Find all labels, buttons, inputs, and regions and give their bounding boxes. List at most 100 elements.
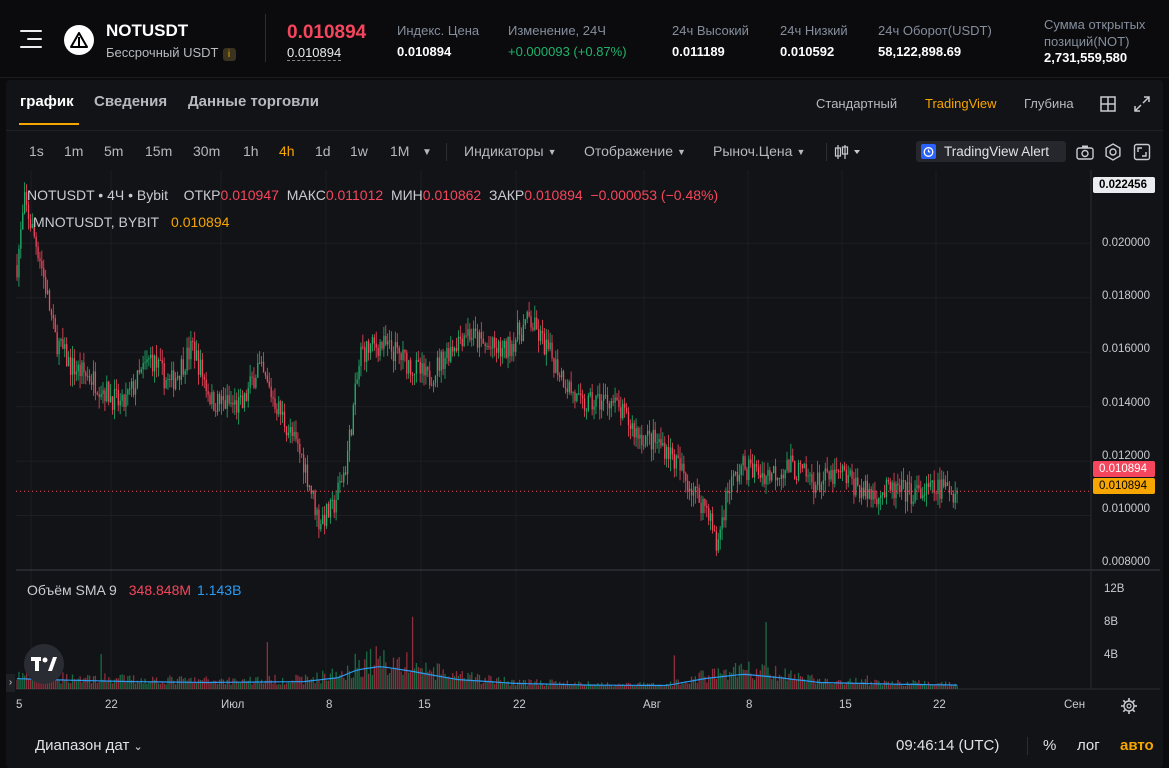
candle [857, 477, 859, 486]
expand-chart-icon[interactable] [1133, 143, 1151, 166]
indicators-button[interactable]: Индикаторы ▼ [464, 143, 557, 159]
volume-bar [786, 680, 788, 689]
price-chart[interactable] [16, 170, 1160, 720]
candle [788, 459, 790, 473]
interval-15m[interactable]: 15m [145, 143, 173, 159]
stat-label-2: позиций(NOT) [1044, 34, 1130, 49]
volume-bar [591, 685, 593, 689]
candle [184, 370, 186, 375]
candle [784, 470, 786, 479]
tab-info[interactable]: Сведения [94, 93, 168, 110]
volume-bar [159, 684, 162, 689]
volume-bar [226, 679, 228, 689]
tradingview-logo-icon[interactable] [24, 644, 64, 684]
percent-scale-toggle[interactable]: % [1043, 737, 1057, 754]
candle [25, 192, 28, 205]
interval-5m[interactable]: 5m [104, 143, 124, 159]
time-tick: 15 [839, 699, 852, 711]
candle [69, 357, 72, 375]
volume-bar [262, 683, 265, 689]
candle [851, 470, 853, 479]
view-standard[interactable]: Стандартный [816, 96, 898, 111]
candle [314, 490, 316, 515]
interval-1s[interactable]: 1s [29, 143, 44, 159]
auto-scale-toggle[interactable]: авто [1120, 737, 1154, 754]
tradingview-alert-button[interactable]: TradingView Alert [916, 141, 1066, 162]
info-icon[interactable]: i [222, 48, 236, 61]
date-range-button[interactable]: Диапазон дат ⌄ [35, 737, 143, 754]
candle [633, 423, 635, 438]
volume-bar [654, 685, 656, 689]
volume-bar [925, 685, 928, 689]
volume-bar [767, 667, 769, 689]
interval-30m[interactable]: 30m [193, 143, 221, 159]
interval-1h[interactable]: 1h [243, 143, 259, 159]
log-scale-toggle[interactable]: лог [1077, 737, 1100, 754]
layout-grid-icon[interactable] [1100, 96, 1116, 117]
display-button[interactable]: Отображение ▼ [584, 143, 686, 159]
volume-bar [196, 682, 198, 689]
collapse-arrow-icon[interactable]: › [6, 674, 15, 692]
candle [136, 370, 139, 388]
candle [671, 447, 674, 455]
volume-bar [452, 673, 454, 689]
interval-4h[interactable]: 4h [279, 143, 295, 159]
settings-gear-icon[interactable] [1104, 143, 1122, 166]
mark-price[interactable]: 0.010894 [287, 45, 342, 61]
volume-bar [492, 680, 494, 689]
axis-settings-icon[interactable] [1120, 697, 1138, 720]
divider [265, 14, 266, 62]
volume-bar [299, 676, 301, 689]
interval-1m[interactable]: 1m [64, 143, 84, 159]
candle [750, 459, 752, 464]
tab-chart[interactable]: график [20, 93, 74, 110]
candle [115, 389, 118, 391]
volume-bar [646, 683, 649, 689]
volume-bar [417, 667, 419, 689]
candle [425, 366, 427, 376]
view-depth[interactable]: Глубина [1024, 96, 1074, 111]
volume-bar [580, 682, 582, 689]
candle [176, 375, 179, 379]
volume-bar [146, 683, 148, 689]
volume-bar [362, 676, 364, 689]
candle [169, 378, 171, 380]
candle [446, 348, 448, 359]
price-type-button[interactable]: Рыноч.Цена ▼ [713, 143, 805, 159]
candle [270, 386, 272, 398]
volume-bar [224, 684, 226, 689]
candle [31, 224, 33, 228]
candle [134, 387, 137, 395]
symbol-name[interactable]: NOTUSDT [106, 21, 189, 40]
volume-sma-line [16, 666, 958, 687]
chart-type-candles-icon[interactable] [834, 144, 864, 165]
volume-bar [633, 686, 635, 689]
chevron-down-icon[interactable]: ▼ [422, 147, 432, 158]
volume-bar [234, 678, 236, 689]
candle [924, 494, 926, 496]
volume-bar [155, 677, 158, 689]
candle [192, 340, 194, 343]
candle [121, 394, 123, 401]
camera-icon[interactable] [1076, 144, 1094, 165]
candle [627, 411, 630, 426]
candle [553, 358, 555, 373]
candle [897, 483, 899, 486]
tab-trading-data[interactable]: Данные торговли [188, 93, 319, 110]
interval-1w[interactable]: 1w [350, 143, 368, 159]
interval-1d[interactable]: 1d [315, 143, 331, 159]
candle [152, 354, 154, 372]
candle [637, 428, 639, 439]
volume-bar [671, 686, 674, 689]
candle [826, 468, 828, 472]
interval-1M[interactable]: 1M [390, 143, 410, 159]
candle [404, 349, 406, 353]
candle [81, 362, 83, 377]
candle [711, 513, 714, 531]
utc-clock[interactable]: 09:46:14 (UTC) [896, 737, 1000, 754]
volume-bar [501, 682, 504, 689]
menu-icon[interactable] [20, 30, 42, 50]
view-tradingview[interactable]: TradingView [925, 96, 997, 111]
volume-bar [625, 683, 628, 689]
fullscreen-icon[interactable] [1133, 95, 1151, 118]
